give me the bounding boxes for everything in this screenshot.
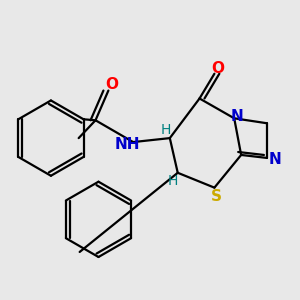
Text: H: H: [161, 123, 171, 137]
Text: O: O: [211, 61, 224, 76]
Text: H: H: [168, 174, 178, 188]
Text: N: N: [268, 152, 281, 167]
Text: N: N: [231, 109, 244, 124]
Text: O: O: [105, 77, 118, 92]
Text: NH: NH: [115, 136, 140, 152]
Text: S: S: [211, 189, 222, 204]
